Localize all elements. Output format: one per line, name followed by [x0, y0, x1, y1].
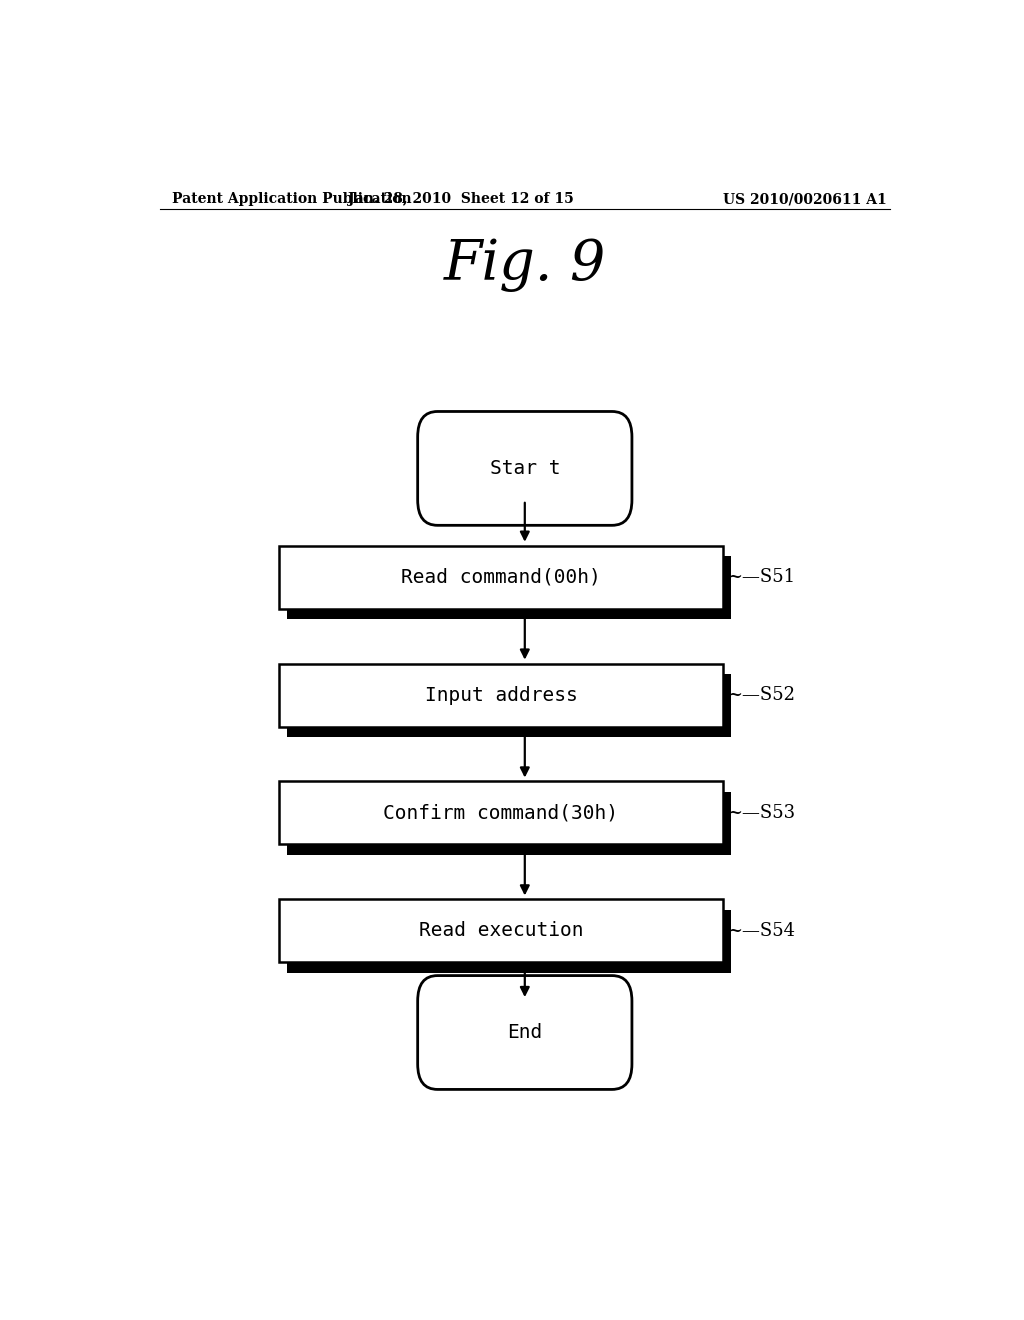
- FancyBboxPatch shape: [287, 556, 731, 619]
- Text: Read execution: Read execution: [419, 921, 584, 940]
- FancyBboxPatch shape: [279, 545, 723, 609]
- FancyBboxPatch shape: [279, 781, 723, 845]
- Text: ~—S54: ~—S54: [727, 921, 796, 940]
- Text: ~—S51: ~—S51: [727, 568, 796, 586]
- Text: US 2010/0020611 A1: US 2010/0020611 A1: [723, 191, 887, 206]
- FancyBboxPatch shape: [279, 899, 723, 962]
- Text: Fig. 9: Fig. 9: [443, 238, 606, 293]
- FancyBboxPatch shape: [287, 673, 731, 737]
- Text: Read command(00h): Read command(00h): [401, 568, 601, 586]
- Text: Star t: Star t: [489, 459, 560, 478]
- Text: End: End: [507, 1023, 543, 1041]
- FancyBboxPatch shape: [418, 975, 632, 1089]
- FancyBboxPatch shape: [287, 909, 731, 973]
- Text: Confirm command(30h): Confirm command(30h): [384, 804, 618, 822]
- Text: Patent Application Publication: Patent Application Publication: [172, 191, 412, 206]
- Text: Input address: Input address: [425, 685, 578, 705]
- FancyBboxPatch shape: [279, 664, 723, 726]
- Text: ~—S53: ~—S53: [727, 804, 796, 822]
- FancyBboxPatch shape: [418, 412, 632, 525]
- FancyBboxPatch shape: [287, 792, 731, 854]
- Text: Jan. 28, 2010  Sheet 12 of 15: Jan. 28, 2010 Sheet 12 of 15: [348, 191, 574, 206]
- Text: ~—S52: ~—S52: [727, 686, 796, 704]
